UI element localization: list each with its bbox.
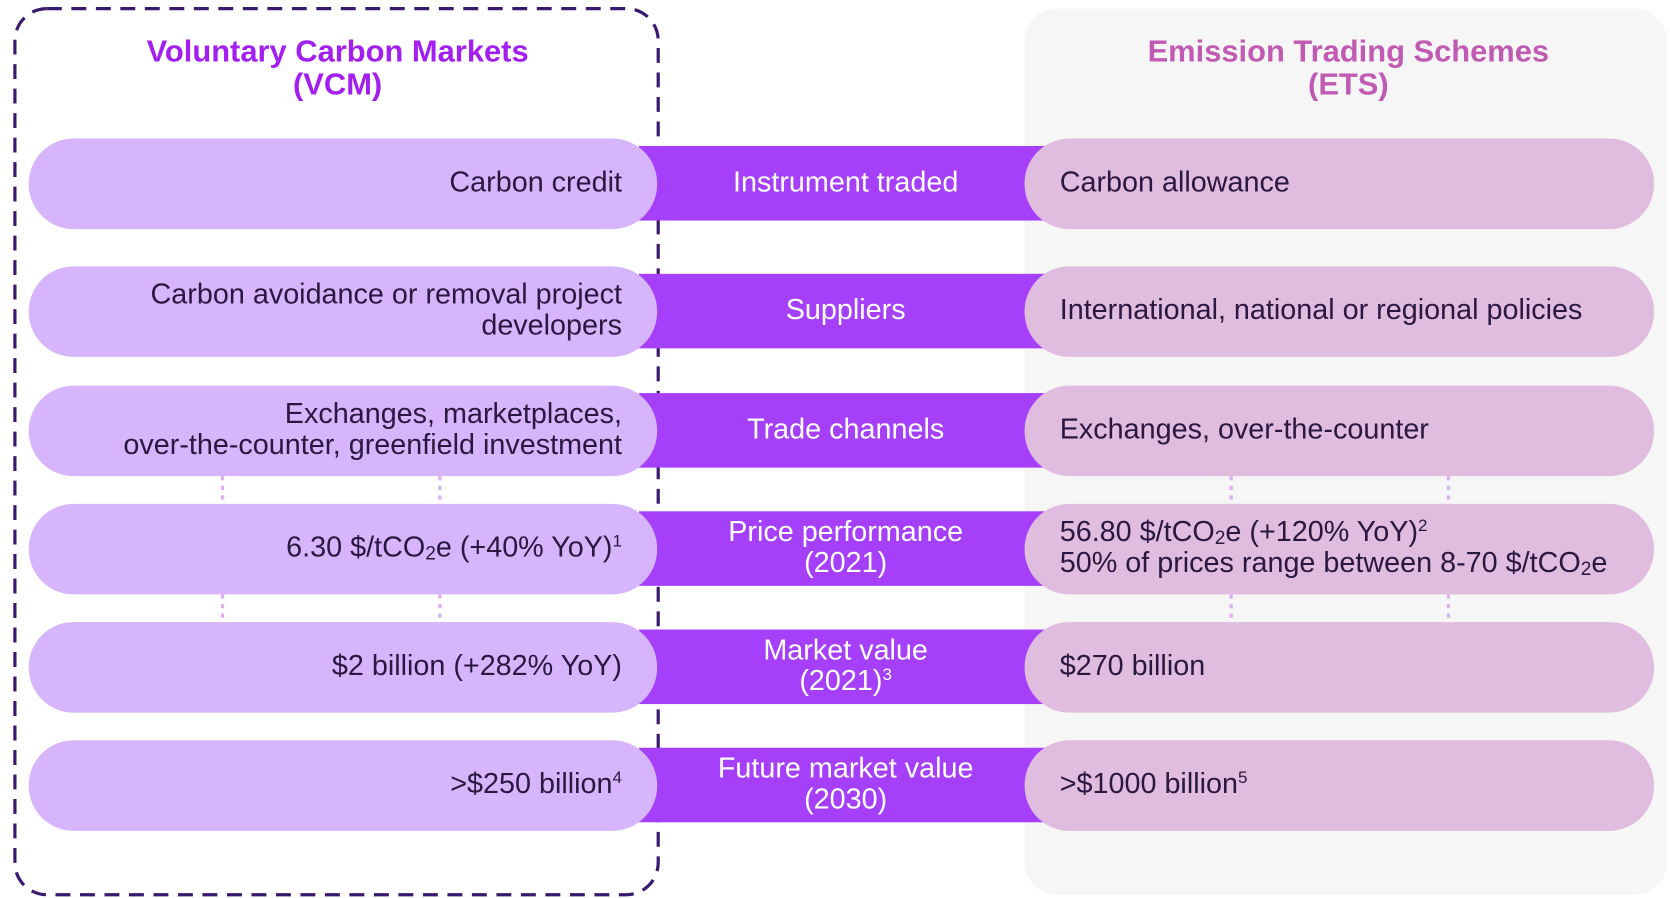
text-run: Trade channels [747,413,944,445]
label-text: (2021)3 [799,665,892,697]
ets-title: Emission Trading Schemes [1148,33,1550,68]
ets-pill [1024,385,1655,477]
text-run: e (+40% YoY) [436,531,613,563]
ets-pill [1024,266,1655,357]
text-run: >$250 billion [450,768,612,800]
label-band [639,393,1050,468]
text-run: (2021) [804,547,887,579]
supscript: 5 [1238,768,1247,787]
text-run: Exchanges, marketplaces, [285,398,622,430]
text-run: e (+120% YoY) [1225,516,1418,548]
label-band [639,747,1050,823]
ets-text: 56.80 $/tCO2e (+120% YoY)2 [1060,516,1428,549]
ets-text: $270 billion [1060,649,1205,681]
text-run: (2030) [804,783,887,815]
vcm-pill [28,138,658,230]
vcm-text: >$250 billion4 [450,768,622,800]
text-run: 6.30 $/tCO [286,531,425,563]
text-run: Future market value [718,752,974,784]
supscript: 3 [882,665,891,684]
ets-text: 50% of prices range between 8-70 $/tCO2e [1060,547,1608,580]
ets-pill [1024,138,1655,230]
label-text: Future market value [718,752,974,784]
label-band [639,273,1050,349]
label-text: Suppliers [786,294,906,326]
vcm-text: developers [481,309,622,341]
label-band [639,629,1050,705]
label-text: (2021) [804,547,887,579]
ets-text: International, national or regional poli… [1060,294,1583,326]
text-run: >$1000 billion [1060,768,1238,800]
vcm-title: Voluntary Carbon Markets [147,33,529,68]
vcm-text: over-the-counter, greenfield investment [123,428,622,460]
supscript: 4 [613,768,622,787]
vcm-title: (VCM) [293,67,382,102]
text-run: 56.80 $/tCO [1060,516,1215,548]
text-run: e [1591,547,1607,579]
text-run: Carbon allowance [1060,166,1290,198]
text-run: Instrument traded [733,166,958,198]
label-band [639,511,1050,586]
label-text: Price performance [728,516,963,548]
vcm-text: Carbon avoidance or removal project [151,278,622,310]
vcm-pill [28,740,658,831]
vcm-pill [28,385,658,477]
ets-pill [1024,503,1655,595]
text-run: $2 billion (+282% YoY) [332,649,622,681]
supscript: 2 [1418,516,1427,535]
label-text: Trade channels [747,413,944,445]
text-run: Suppliers [786,294,906,326]
text-run: (2021) [799,665,882,697]
label-text: Instrument traded [733,166,958,198]
subscript: 2 [1215,528,1226,549]
ets-pill [1024,740,1655,831]
text-run: developers [481,309,622,341]
vcm-text: Carbon credit [449,166,622,198]
vcm-text: 6.30 $/tCO2e (+40% YoY)1 [286,531,622,564]
ets-text: Carbon allowance [1060,166,1290,198]
vcm-text: $2 billion (+282% YoY) [332,649,622,681]
text-run: Exchanges, over-the-counter [1060,413,1430,445]
text-run: over-the-counter, greenfield investment [123,428,622,460]
vcm-pill [28,622,658,713]
ets-text: >$1000 billion5 [1060,768,1248,800]
ets-pill [1024,622,1655,713]
ets-text: Exchanges, over-the-counter [1060,413,1430,445]
vcm-text: Exchanges, marketplaces, [285,398,622,430]
text-run: $270 billion [1060,649,1205,681]
label-band [639,145,1050,221]
label-text: Market value [763,634,928,666]
text-run: International, national or regional poli… [1060,294,1583,326]
vcm-pill [28,503,658,595]
connectors [220,476,1451,623]
vcm-pill [28,266,658,357]
ets-title: (ETS) [1308,67,1389,102]
text-run: Market value [763,634,928,666]
text-run: Price performance [728,516,963,548]
subscript: 2 [1581,559,1592,580]
supscript: 1 [613,531,622,550]
text-run: Carbon credit [449,166,622,198]
subscript: 2 [425,543,436,564]
label-text: (2030) [804,783,887,815]
text-run: Carbon avoidance or removal project [151,278,622,310]
text-run: 50% of prices range between 8-70 $/tCO [1060,547,1581,579]
